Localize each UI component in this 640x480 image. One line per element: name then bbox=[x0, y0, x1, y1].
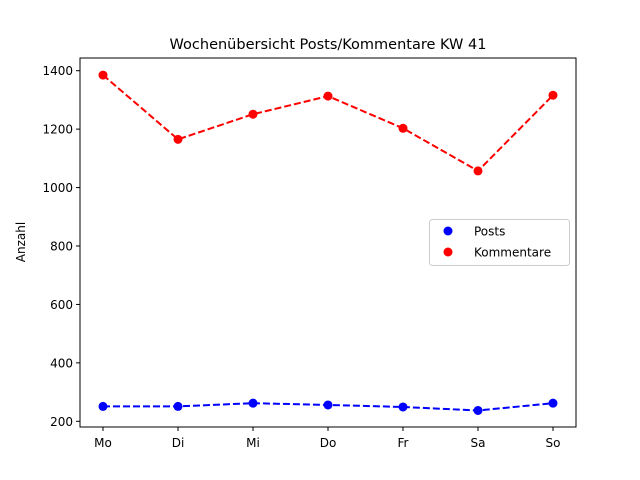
y-tick-label: 1400 bbox=[42, 64, 73, 78]
legend-label-kommentare: Kommentare bbox=[474, 246, 551, 260]
y-axis: 200 400 600 800 1000 1200 1400 bbox=[42, 64, 80, 429]
series-group bbox=[98, 70, 558, 415]
x-tick-label: Fr bbox=[398, 436, 409, 450]
data-point bbox=[248, 109, 258, 119]
x-tick-label: Mo bbox=[94, 436, 112, 450]
y-tick-label: 600 bbox=[50, 298, 73, 312]
legend: Posts Kommentare bbox=[429, 219, 570, 266]
x-tick-label: So bbox=[546, 436, 561, 450]
legend-marker-posts bbox=[443, 226, 453, 236]
data-point bbox=[398, 402, 408, 412]
x-tick-label: Mi bbox=[246, 436, 260, 450]
legend-box bbox=[429, 219, 570, 266]
plot-frame bbox=[79, 57, 577, 428]
data-point bbox=[323, 91, 333, 101]
data-point bbox=[473, 166, 483, 176]
data-point bbox=[548, 90, 558, 100]
y-tick-label: 1200 bbox=[42, 123, 73, 137]
x-axis: Mo Di Mi Do Fr Sa So bbox=[94, 427, 560, 450]
y-axis-label: Anzahl bbox=[14, 222, 28, 262]
data-point bbox=[98, 401, 108, 411]
data-point bbox=[98, 70, 108, 80]
data-point bbox=[473, 405, 483, 415]
y-tick-label: 400 bbox=[50, 356, 73, 370]
data-point bbox=[548, 398, 558, 408]
x-tick-label: Sa bbox=[471, 436, 486, 450]
data-point bbox=[323, 400, 333, 410]
series-posts bbox=[98, 398, 558, 415]
series-kommentare bbox=[98, 70, 558, 176]
x-tick-label: Di bbox=[172, 436, 185, 450]
legend-marker-kommentare bbox=[443, 247, 453, 257]
y-tick-label: 200 bbox=[50, 415, 73, 429]
x-tick-label: Do bbox=[320, 436, 337, 450]
chart-title: Wochenübersicht Posts/Kommentare KW 41 bbox=[170, 37, 487, 53]
data-point bbox=[398, 123, 408, 133]
data-point bbox=[173, 401, 183, 411]
y-tick-label: 1000 bbox=[42, 181, 73, 195]
data-point bbox=[173, 134, 183, 144]
data-point bbox=[248, 398, 258, 408]
y-tick-label: 800 bbox=[50, 240, 73, 254]
legend-label-posts: Posts bbox=[474, 225, 505, 239]
